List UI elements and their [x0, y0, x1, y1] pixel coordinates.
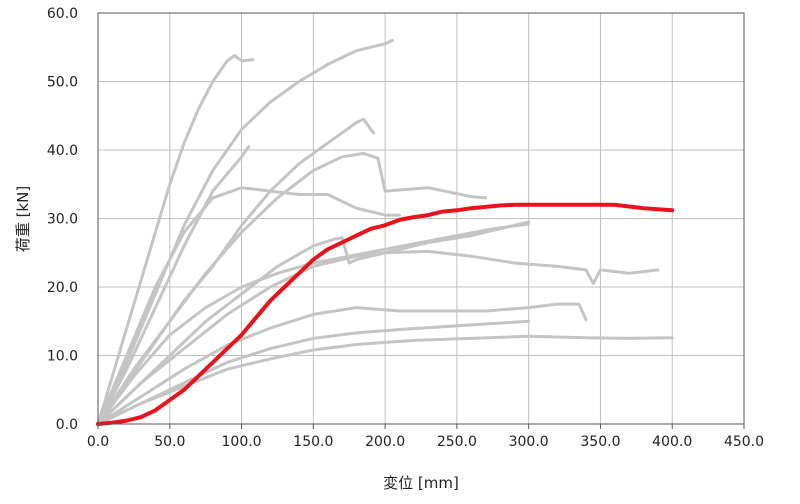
tick-labels: 0.0 50.0 100.0 150.0 200.0 250.0 300.0 350.0 400… [47, 6, 764, 450]
series-line [96, 319, 531, 426]
series-line [96, 186, 401, 426]
series-line [96, 151, 488, 426]
x-axis-title: 変位 [mm] [383, 474, 459, 492]
y-tick-label: 20.0 [47, 280, 78, 296]
x-tick-label: 50.0 [154, 434, 185, 450]
x-tick-label: 100.0 [222, 434, 262, 450]
y-tick-label: 60.0 [47, 6, 78, 22]
x-tick-label: 450.0 [724, 434, 764, 450]
x-tick-label: 0.0 [87, 434, 109, 450]
y-tick-label: 0.0 [56, 417, 78, 433]
x-tick-label: 250.0 [437, 434, 477, 450]
plot-frame [97, 12, 745, 425]
x-tick-label: 200.0 [365, 434, 405, 450]
x-tick-label: 300.0 [509, 434, 549, 450]
series-line [96, 302, 588, 426]
x-tick-label: 400.0 [652, 434, 692, 450]
y-tick-label: 40.0 [47, 143, 78, 159]
y-tick-label: 30.0 [47, 212, 78, 228]
x-tick-label: 350.0 [580, 434, 620, 450]
y-tick-label: 50.0 [47, 75, 78, 91]
highlight-series-line [96, 202, 675, 426]
series-line [96, 249, 660, 426]
x-tick-label: 150.0 [293, 434, 333, 450]
series-line [96, 145, 251, 426]
series-layer [96, 38, 675, 426]
series-line [96, 334, 674, 426]
y-tick-label: 10.0 [47, 349, 78, 365]
y-axis-title: 荷重 [kN] [14, 186, 32, 252]
series-line [96, 220, 531, 426]
series-line [96, 222, 531, 426]
series-line [96, 38, 394, 426]
axes [97, 12, 745, 429]
series-line [96, 54, 255, 426]
